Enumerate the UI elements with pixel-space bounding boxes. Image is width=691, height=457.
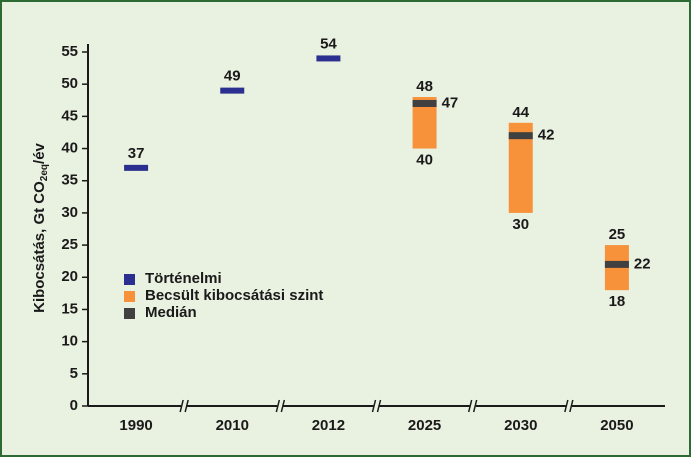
value-label: 44 (512, 104, 529, 121)
y-tick-label: 10 (61, 333, 78, 350)
x-tick-label: 2012 (312, 417, 345, 434)
axis-break-gap (469, 402, 476, 410)
historical-marker (124, 164, 149, 171)
x-tick-label: 2030 (504, 417, 537, 434)
axis-break (275, 399, 286, 413)
y-tick-label: 5 (70, 365, 78, 382)
median-marker (412, 99, 437, 107)
axis-break-gap (277, 402, 284, 410)
value-label: 25 (609, 226, 626, 243)
value-label: 49 (224, 68, 241, 85)
axis-break-gap (181, 402, 188, 410)
legend-swatch (124, 274, 135, 285)
value-label: 37 (128, 145, 145, 162)
median-marker (508, 132, 533, 140)
legend-label: Történelmi (145, 270, 222, 287)
y-tick-label: 55 (61, 43, 78, 60)
x-tick-label: 2025 (408, 417, 441, 434)
y-tick-label: 45 (61, 107, 78, 124)
legend-label: Medián (145, 304, 197, 321)
y-tick-label: 15 (61, 300, 78, 317)
y-axis-label: Kibocsátás, Gt CO2eq/év (31, 142, 50, 312)
y-tick-label: 20 (61, 268, 78, 285)
value-label: 47 (442, 94, 459, 111)
median-marker (604, 260, 629, 268)
y-tick-label: 25 (61, 236, 78, 253)
y-tick-label: 50 (61, 75, 78, 92)
axis-break (564, 399, 574, 413)
legend-label: Becsült kibocsátási szint (145, 287, 323, 304)
value-label: 54 (320, 35, 337, 52)
axis-break-gap (565, 402, 572, 410)
axis-break (371, 399, 382, 413)
value-label: 18 (609, 293, 626, 310)
x-tick-label: 2050 (600, 417, 633, 434)
axis-break-gap (373, 402, 380, 410)
x-tick-label: 1990 (119, 417, 152, 434)
axis-break (179, 399, 189, 413)
y-tick-label: 40 (61, 140, 78, 157)
value-label: 48 (416, 78, 433, 95)
value-label: 30 (512, 216, 529, 233)
y-tick-label: 30 (61, 204, 78, 221)
axis-break (467, 399, 478, 413)
historical-marker (220, 87, 245, 94)
y-tick-label: 0 (70, 397, 78, 414)
y-tick-label: 35 (61, 172, 78, 189)
value-label: 42 (538, 127, 555, 144)
value-label: 40 (416, 152, 433, 169)
x-tick-label: 2010 (216, 417, 249, 434)
historical-marker (316, 55, 341, 62)
legend-swatch (124, 291, 135, 302)
value-label: 22 (634, 255, 651, 272)
legend-swatch (124, 308, 135, 319)
